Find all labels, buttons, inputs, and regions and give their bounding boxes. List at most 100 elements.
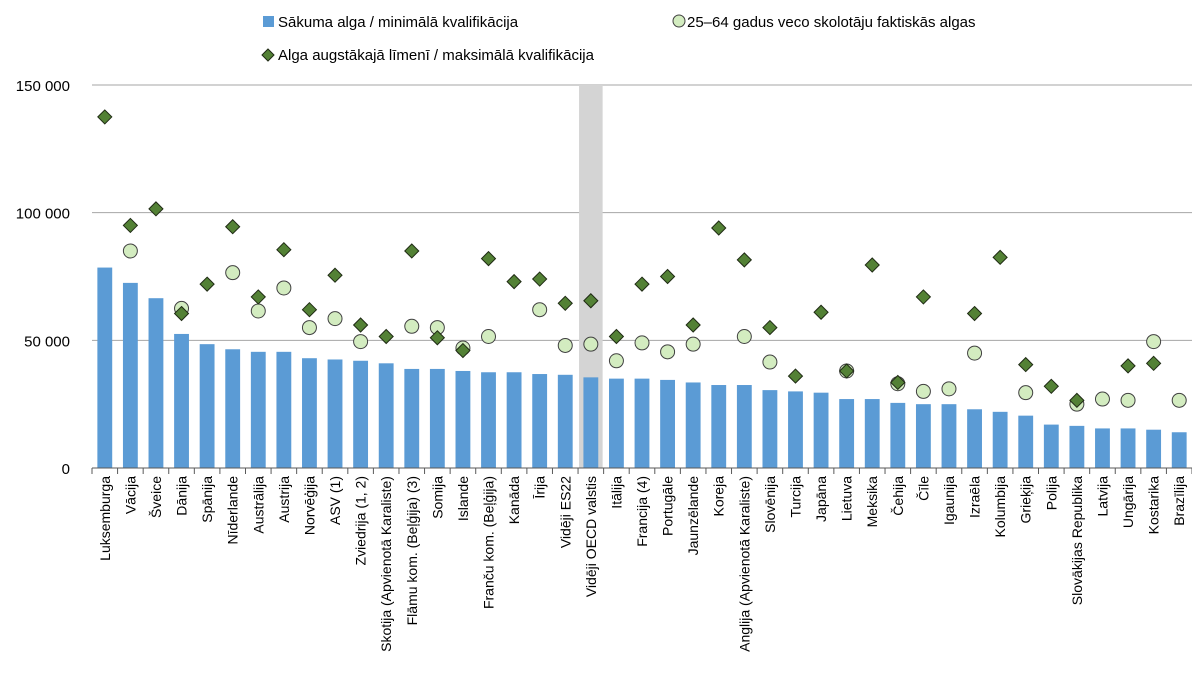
circle-marker-39: [1094, 391, 1110, 407]
y-tick-label: 150 000: [16, 78, 70, 95]
circle-markers: [122, 243, 1187, 412]
bar-1: [122, 282, 138, 468]
bar-35: [992, 411, 1008, 468]
x-tick-label: Īrija: [532, 476, 548, 499]
bar-5: [225, 349, 241, 468]
circle-marker-42: [1171, 392, 1187, 408]
bar-20: [609, 378, 624, 468]
circle-marker-25: [736, 329, 752, 345]
highlight-band: [579, 85, 603, 468]
circle-marker-19: [583, 336, 599, 352]
x-tick-label: Izraēla: [967, 476, 983, 518]
y-tick-label: 100 000: [16, 206, 70, 223]
x-tick-label: Islande: [455, 476, 471, 521]
diamond-marker-28: [813, 304, 829, 320]
x-tick-label: ASV (1): [327, 476, 343, 525]
x-tick-label: Čehija: [890, 476, 906, 516]
x-tick-label: Norvēģija: [301, 476, 317, 535]
x-tick-label: Lietuva: [839, 476, 855, 521]
y-tick-label: 0: [62, 461, 70, 478]
circle-marker-15: [481, 329, 497, 345]
diamond-marker-29: [838, 363, 855, 379]
circle-marker-20: [608, 353, 624, 369]
diamond-marker-3: [173, 305, 190, 322]
circle-marker-40: [1120, 392, 1136, 408]
diamond-marker-14: [455, 342, 471, 359]
x-tick-label: Itālija: [608, 476, 624, 509]
bar-4: [199, 344, 215, 468]
diamond-marker-16: [506, 273, 522, 290]
y-tick-label: 50 000: [24, 333, 70, 350]
bar-41: [1146, 429, 1162, 468]
bar-7: [276, 351, 292, 468]
x-tick-label: Vidēji OECD valstis: [583, 476, 599, 597]
x-tick-label: Ungārija: [1120, 476, 1136, 528]
x-tick-label: Japāna: [813, 476, 829, 522]
bar-12: [404, 368, 420, 468]
bar-40: [1120, 428, 1136, 468]
x-tick-label: Grieķija: [1018, 476, 1034, 524]
diamond-marker-1: [122, 217, 139, 234]
circle-marker-1: [122, 243, 138, 259]
bar-2: [148, 298, 164, 468]
diamond-marker-18: [557, 295, 573, 312]
diamond-marker-0: [97, 109, 113, 125]
circle-marker-17: [532, 302, 548, 318]
x-tick-label: Polija: [1043, 476, 1059, 510]
diamond-marker-34: [966, 305, 983, 322]
bar-31: [890, 402, 906, 468]
diamond-marker-9: [327, 267, 343, 283]
diamond-marker-19: [583, 293, 599, 309]
x-tick-label: Spānija: [199, 476, 215, 523]
bar-27: [788, 391, 803, 468]
bar-36: [1018, 415, 1034, 468]
legend-label-bar: Sākuma alga / minimālā kvalifikācija: [278, 14, 519, 31]
bar-32: [915, 404, 931, 468]
bar-0: [97, 267, 113, 468]
diamond-marker-10: [352, 317, 369, 333]
bar-16: [506, 372, 522, 468]
diamond-marker-27: [787, 368, 804, 384]
bar-11: [378, 363, 394, 468]
diamond-marker-17: [531, 271, 548, 287]
legend-bar-swatch: [263, 16, 274, 27]
circle-marker-7: [276, 280, 292, 296]
circle-marker-9: [327, 311, 343, 327]
bar-17: [532, 374, 548, 468]
diamond-marker-11: [378, 328, 394, 345]
circle-marker-36: [1018, 385, 1034, 401]
diamond-marker-8: [301, 301, 318, 318]
circle-marker-6: [250, 303, 266, 319]
circle-marker-12: [404, 318, 420, 334]
circle-marker-8: [301, 320, 317, 336]
bar-24: [711, 385, 727, 468]
x-tick-label: Čīle: [915, 476, 931, 501]
bar-38: [1069, 425, 1085, 468]
diamond-marker-26: [762, 319, 778, 336]
diamond-marker-40: [1120, 358, 1136, 374]
circle-marker-18: [557, 337, 573, 353]
bar-30: [864, 399, 880, 468]
x-tick-label: Franču kom. (Beļģija): [481, 476, 497, 609]
diamond-marker-20: [608, 328, 625, 345]
bar-39: [1095, 428, 1110, 468]
diamond-marker-35: [992, 249, 1008, 266]
diamond-marker-36: [1018, 356, 1034, 373]
bar-28: [813, 392, 829, 468]
bar-37: [1043, 424, 1059, 468]
diamond-marker-21: [634, 276, 650, 292]
x-tick-label: Jaunzēlande: [685, 476, 701, 556]
x-tick-label: Šveice: [148, 476, 164, 518]
bar-9: [327, 359, 343, 468]
bar-18: [557, 374, 573, 468]
x-axis: Luksemburga Vācija Šveice Dānija Spānija Nīde…: [91, 467, 1192, 652]
diamond-marker-15: [480, 250, 497, 267]
diamond-marker-38: [1069, 392, 1085, 409]
bar-21: [634, 378, 650, 468]
diamond-marker-32: [915, 289, 932, 305]
y-axis: 0 50 000 100 000 150 000: [16, 78, 70, 478]
x-tick-label: Somija: [429, 476, 445, 519]
x-tick-label: Flāmu kom. (Beļģija) (3): [404, 476, 420, 625]
x-tick-label: Slovākijas Republika: [1069, 476, 1085, 605]
